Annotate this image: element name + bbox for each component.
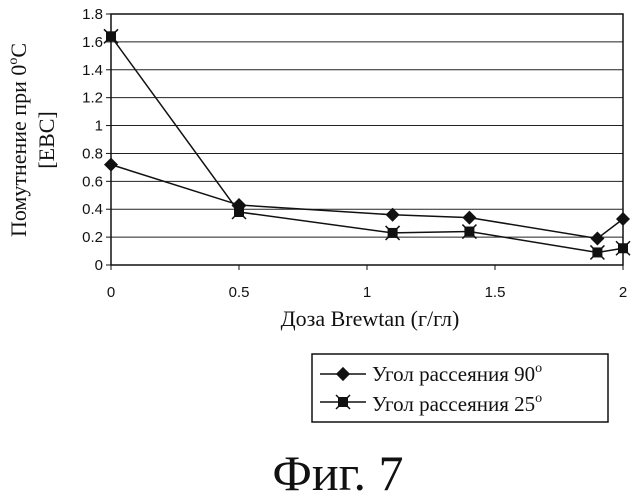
series-2-point-4: [462, 225, 476, 239]
series-layer: [104, 29, 630, 259]
y-tick-label-0: 0: [95, 257, 103, 274]
y-tick-label-9: 1.8: [82, 6, 103, 23]
y-tick-label-5: 1: [95, 118, 103, 135]
legend-label-series-1-degree: o: [535, 361, 542, 376]
x-tick-label-2: 1: [363, 284, 371, 301]
x-tick-label-1: 0.5: [229, 284, 250, 301]
x-tick-label-0: 0: [107, 284, 115, 301]
y-axis-title-line2: [EBC]: [34, 111, 59, 168]
series-1-point-4: [462, 211, 476, 225]
series-2-line: [111, 36, 623, 252]
series-1-point-6: [616, 212, 630, 226]
legend-label-series-2-degree: o: [535, 391, 542, 406]
x-tick-label-3: 1.5: [485, 284, 506, 301]
series-1-point-5: [590, 232, 604, 246]
y-axis-title-degree: o: [6, 58, 21, 65]
y-axis-title-unit: C: [6, 43, 31, 58]
series-1-point-1: [104, 158, 118, 172]
y-tick-label-7: 1.4: [82, 62, 103, 79]
y-tick-label-1: 0.2: [82, 229, 103, 246]
y-tick-label-8: 1.6: [82, 34, 103, 51]
svg-text:Угол рассеяния 25o: Угол рассеяния 25o: [372, 391, 542, 416]
series-1-point-3: [386, 208, 400, 222]
svg-text:Угол рассеяния 90o: Угол рассеяния 90o: [372, 361, 542, 386]
y-axis-title-line1: Помутнение при 0: [6, 65, 31, 237]
x-axis-title: Доза Brewtan (г/гл): [281, 306, 460, 331]
legend-marker-series-2: [336, 395, 350, 409]
legend-label-series-1: Угол рассеяния 90: [372, 362, 535, 386]
legend: Угол рассеяния 90o Угол рассеяния 25o: [312, 354, 608, 422]
y-tick-label-3: 0.6: [82, 173, 103, 190]
y-tick-label-4: 0.8: [82, 145, 103, 162]
series-1-line: [111, 165, 623, 239]
x-tick-label-4: 2: [619, 284, 627, 301]
series-2-point-6: [616, 241, 630, 255]
series-2-point-1: [104, 29, 118, 43]
y-tick-label-2: 0.4: [82, 201, 103, 218]
gridlines: [111, 42, 623, 237]
series-2-point-3: [386, 226, 400, 240]
y-axis-title: Помутнение при 0oC [EBC]: [6, 43, 59, 237]
legend-label-series-2: Угол рассеяния 25: [372, 392, 535, 416]
plot-area: [111, 14, 623, 265]
series-2-point-5: [590, 245, 604, 259]
svg-text:Помутнение при 0oC: Помутнение при 0oC: [6, 43, 31, 237]
y-tick-label-6: 1.2: [82, 90, 103, 107]
figure-caption: Фиг. 7: [272, 445, 403, 500]
series-2-point-2: [232, 205, 246, 219]
